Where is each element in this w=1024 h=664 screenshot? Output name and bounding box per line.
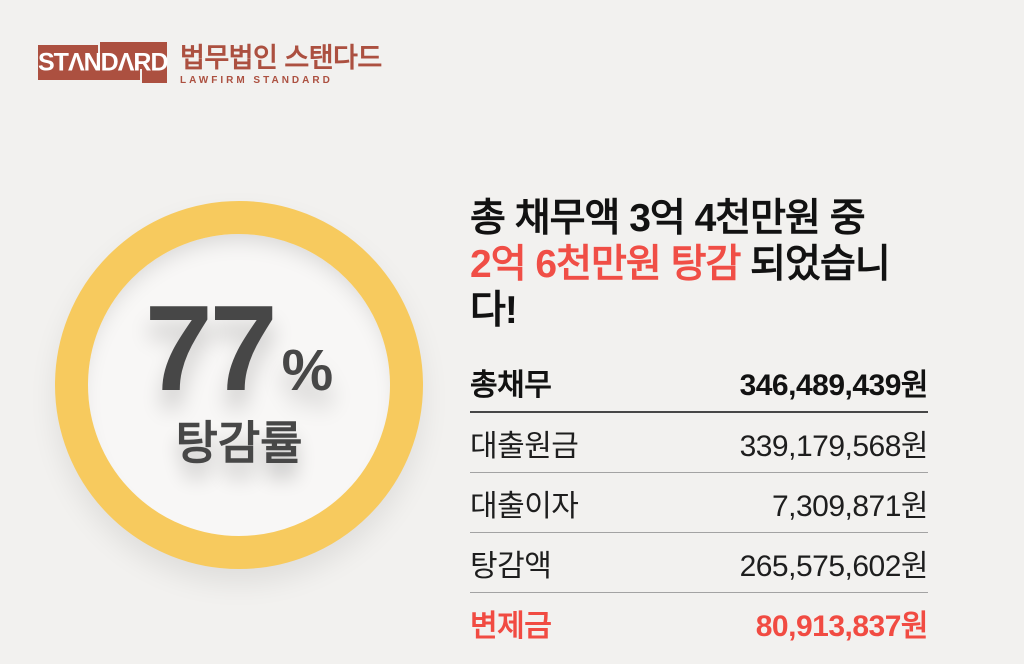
firm-name-english: LAWFIRM STANDARD	[180, 75, 333, 86]
headline: 총 채무액 3억 4천만원 중 2억 6천만원 탕감 되었습니다!	[470, 196, 928, 334]
firm-name-korean: 법무법인 스탠다드	[180, 43, 382, 73]
brand-header: STΛNDΛRD 법무법인 스탠다드 LAWFIRM STANDARD	[38, 42, 382, 86]
brand-names: 법무법인 스탠다드 LAWFIRM STANDARD	[180, 42, 382, 86]
table-row-loan-principal: 대출원금 339,179,568원	[470, 413, 929, 473]
logo-slit	[98, 42, 100, 56]
row-value: 339,179,568원	[739, 430, 929, 463]
headline-line1: 총 채무액 3억 4천만원 중	[470, 197, 866, 240]
gauge-percent-sign: %	[281, 338, 334, 403]
row-value: 7,309,871원	[771, 490, 929, 523]
logo-wordmark: STΛNDΛRD	[38, 48, 169, 76]
reduction-rate-gauge: 77 % 탕감률	[55, 201, 423, 569]
row-label: 대출원금	[470, 430, 579, 463]
headline-line2-rest: 되었습니다!	[470, 243, 891, 332]
row-value: 265,575,602원	[739, 550, 929, 583]
gauge-text: 77 % 탕감률	[144, 280, 334, 469]
logo-notch	[38, 42, 98, 45]
headline-highlight: 2억 6천만원 탕감	[470, 243, 741, 286]
row-value: 346,489,439원	[739, 369, 929, 402]
gauge-percent-value: 77	[144, 280, 278, 416]
standard-logo: STΛNDΛRD	[38, 42, 169, 83]
row-value: 80,913,837원	[755, 610, 929, 643]
gauge-value-row: 77 %	[144, 280, 334, 416]
table-row-loan-interest: 대출이자 7,309,871원	[470, 473, 929, 533]
logo-notch	[38, 80, 142, 83]
logo-slit	[140, 69, 142, 83]
row-label: 대출이자	[470, 490, 579, 523]
row-label: 총채무	[470, 369, 552, 402]
gauge-label: 탕감률	[175, 417, 303, 469]
debt-details: 총 채무액 3억 4천만원 중 2억 6천만원 탕감 되었습니다! 총채무 34…	[470, 196, 929, 652]
table-row-reduced-amount: 탕감액 265,575,602원	[470, 533, 929, 593]
table-row-total-debt: 총채무 346,489,439원	[470, 352, 929, 413]
debt-table: 총채무 346,489,439원 대출원금 339,179,568원 대출이자 …	[470, 352, 929, 652]
row-label: 탕감액	[470, 550, 552, 583]
row-label: 변제금	[470, 610, 552, 643]
table-row-repayment: 변제금 80,913,837원	[470, 593, 929, 652]
